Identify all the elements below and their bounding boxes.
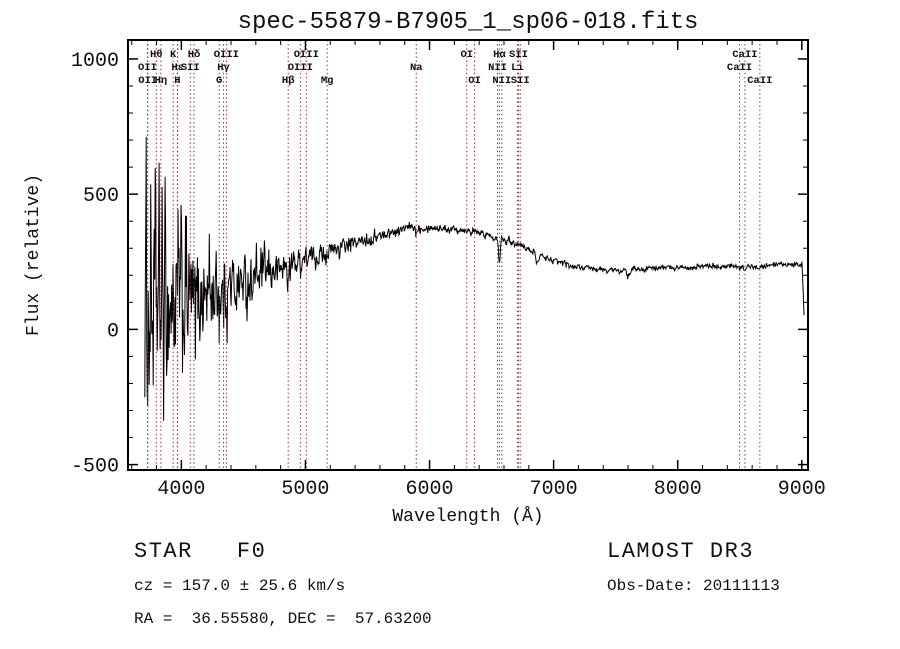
spectral-line-label: K <box>170 49 177 61</box>
y-tick-label: -500 <box>71 456 119 479</box>
spectral-line-label: OIII <box>288 62 313 74</box>
spectral-line-label: H <box>174 75 180 87</box>
spectral-line-label: OI <box>468 75 481 87</box>
spectral-line-label: Hθ <box>150 49 163 61</box>
y-axis-label: Flux (relative) <box>24 174 44 336</box>
spectral-line-label: NII <box>488 62 507 74</box>
spectral-line-label: Hγ <box>217 62 230 74</box>
spectral-line-label: NII <box>492 75 511 87</box>
spectral-line-label: CaII <box>732 49 757 61</box>
x-axis-label: Wavelength (Å) <box>392 506 543 527</box>
spectral-line-markers <box>146 40 761 470</box>
survey-release-label: LAMOST DR3 <box>607 539 754 564</box>
object-class-label: STAR F0 <box>134 539 266 564</box>
spectral-line-label: OIII <box>294 49 319 61</box>
spectral-line-label: CaII <box>747 75 772 87</box>
chart-title: spec-55879-B7905_1_sp06-018.fits <box>238 9 699 36</box>
spectral-line-label: SII <box>511 75 530 87</box>
x-tick-label: 9000 <box>778 478 826 501</box>
spectral-line-label: Li <box>511 62 524 74</box>
x-tick-label: 6000 <box>406 478 454 501</box>
spectral-line-label: OII <box>138 75 157 87</box>
spectral-line-label: Hα <box>493 49 506 61</box>
x-tick-label: 8000 <box>654 478 702 501</box>
spectral-line-label: OIII <box>214 49 239 61</box>
spectral-line-label: Hβ <box>282 75 295 87</box>
spectral-line-label: OI <box>460 49 473 61</box>
spectral-line-label: SII <box>509 49 528 61</box>
spectral-line-label: SII <box>181 62 200 74</box>
x-tick-label: 4000 <box>157 478 205 501</box>
y-tick-label: 0 <box>107 320 119 343</box>
spectral-line-label: Hδ <box>188 49 201 61</box>
spectral-line-labels: HθOIIOIIHηKHεHSIIHδGHγOIIIHβOIIIOIIIMgNa… <box>138 49 772 87</box>
axis-frame <box>127 39 809 471</box>
x-tick-label: 7000 <box>530 478 578 501</box>
spectral-line-label: Hε <box>171 62 184 74</box>
spectral-line-label: G <box>216 75 222 87</box>
spectral-line-label: Hη <box>155 75 168 87</box>
y-tick-label: 500 <box>83 185 119 208</box>
y-tick-label: 1000 <box>71 50 119 73</box>
spectral-line-label: OII <box>138 62 157 74</box>
spectral-line-label: Na <box>410 62 423 74</box>
ra-dec: RA = 36.55580, DEC = 57.63200 <box>134 610 432 628</box>
x-tick-label: 5000 <box>281 478 329 501</box>
cz-value: cz = 157.0 ± 25.6 km/s <box>134 577 345 595</box>
spectrum-trace <box>144 136 805 421</box>
spectral-line-label: CaII <box>727 62 752 74</box>
obs-date: Obs-Date: 20111113 <box>607 577 780 595</box>
spectral-line-label: Mg <box>321 75 334 87</box>
